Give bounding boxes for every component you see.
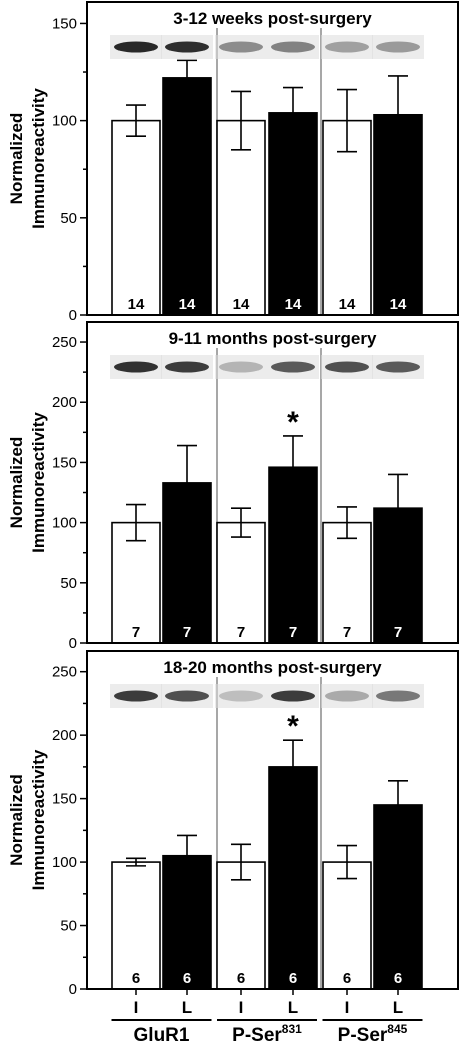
blot-band [376,41,420,53]
sample-size-label: 7 [132,624,140,641]
x-axis-labels: I L I L I L GluR1 P-Ser831 P-Ser845 [111,989,423,1046]
bar-lesion [373,804,423,990]
sample-size-label: 14 [285,296,302,313]
panel-title: 3-12 weeks post-surgery [173,9,372,28]
y-axis-label: Normalized [7,774,26,866]
blot-band [219,41,263,53]
y-tick-label: 150 [52,791,77,808]
chart-panel-3: 18-20 months post-surgery 0 50 100 150 200 250… [7,650,459,998]
panel-title: 18-20 months post-surgery [163,658,382,677]
blot-band [219,690,263,702]
bar-control [216,119,266,316]
y-tick-label: 150 [52,454,77,471]
group-label: GluR1 [134,1025,190,1046]
blot-band [165,361,209,373]
bar-lesion [162,854,212,990]
bar-lesion [162,77,212,316]
significance-asterisk: * [287,406,299,439]
bar-lesion [268,766,318,990]
blot-band [114,690,158,702]
blot-band [376,690,420,702]
y-tick-label: 0 [69,981,77,998]
y-tick-label: 250 [52,334,77,351]
bar-control [216,521,266,644]
blot-band [114,41,158,53]
sample-size-label: 6 [289,970,297,987]
blot-band [219,361,263,373]
sample-size-label: 7 [289,624,297,641]
y-tick-label: 50 [60,575,77,592]
y-axis-label: Immunoreactivity [29,412,48,553]
y-tick-label: 100 [52,515,77,532]
y-tick-label: 0 [69,635,77,652]
sample-size-label: 7 [394,624,402,641]
blot-band [271,690,315,702]
y-axis-label: Normalized [7,113,26,205]
y-tick-label: 200 [52,727,77,744]
sample-size-label: 14 [339,296,356,313]
y-tick-label: 250 [52,664,77,681]
sample-size-label: 14 [128,296,145,313]
y-axis-label: Immunoreactivity [29,88,48,229]
bar-lesion [268,112,318,316]
group-label: P-Ser831 [232,1022,302,1046]
category-label: L [182,998,192,1017]
category-label: I [134,998,139,1017]
y-tick-label: 100 [52,854,77,871]
sample-size-label: 6 [132,970,140,987]
sample-size-label: 14 [179,296,196,313]
y-tick-label: 100 [52,113,77,130]
y-axis-label: Normalized [7,437,26,529]
y-tick-label: 200 [52,394,77,411]
panels: 3-12 weeks post-surgery 0 50 100 150 Normaliz… [7,1,459,998]
y-tick-label: 50 [60,918,77,935]
sample-size-label: 6 [183,970,191,987]
blot-band [271,361,315,373]
blot-band [325,690,369,702]
chart-panel-1: 3-12 weeks post-surgery 0 50 100 150 Normaliz… [7,1,459,324]
blot-band [165,690,209,702]
y-tick-label: 0 [69,307,77,324]
category-label: L [393,998,403,1017]
sample-size-label: 14 [233,296,250,313]
bar-lesion [373,113,423,316]
bar-control [111,119,161,316]
category-label: I [239,998,244,1017]
bar-control [111,861,161,990]
category-label: L [288,998,298,1017]
blot-band [114,361,158,373]
y-tick-label: 50 [60,210,77,227]
bar-lesion [373,507,423,644]
sample-size-label: 7 [183,624,191,641]
sample-size-label: 7 [343,624,351,641]
significance-asterisk: * [287,710,299,743]
sample-size-label: 7 [237,624,245,641]
bar-lesion [268,466,318,644]
y-axis-label: Immunoreactivity [29,749,48,890]
sample-size-label: 6 [237,970,245,987]
sample-size-label: 6 [394,970,402,987]
blot-band [325,361,369,373]
sample-size-label: 14 [390,296,407,313]
blot-band [165,41,209,53]
bar-lesion [162,482,212,644]
panel-title: 9-11 months post-surgery [169,329,377,348]
bar-control [111,521,161,644]
sample-size-label: 6 [343,970,351,987]
y-tick-label: 150 [52,15,77,32]
blot-band [271,41,315,53]
blot-band [325,41,369,53]
blot-band [376,361,420,373]
category-label: I [345,998,350,1017]
chart-panel-2: 9-11 months post-surgery 0 50 100 150 200 250 N… [7,321,459,652]
group-label: P-Ser845 [338,1022,408,1046]
